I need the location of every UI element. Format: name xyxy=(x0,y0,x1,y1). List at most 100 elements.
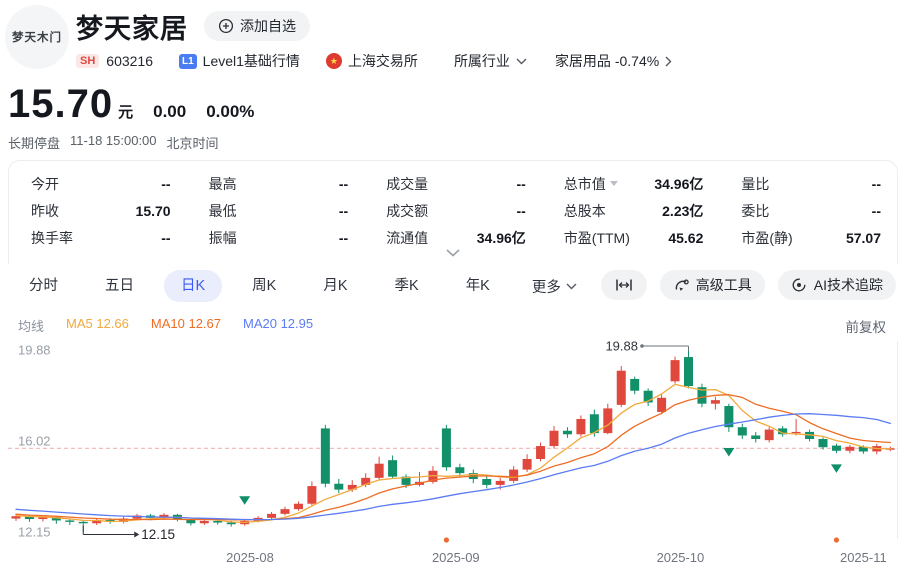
candlestick-chart[interactable]: 19.88 16.02 12.15 19.88 12.15 2025-08 2025-09 2… xyxy=(8,333,900,575)
stat-label: 量比 xyxy=(741,175,770,192)
current-price: 15.70 xyxy=(8,82,114,126)
stat-label: 换手率 xyxy=(31,229,73,246)
advanced-tools-button[interactable]: 高级工具 xyxy=(659,270,765,300)
more-periods-button[interactable]: 更多 xyxy=(532,276,577,297)
candle-body xyxy=(24,516,34,520)
candle-body xyxy=(347,484,357,490)
market-badge: SH xyxy=(76,54,100,68)
candle-body xyxy=(92,519,102,524)
y-axis-label: 12.15 xyxy=(18,524,51,539)
stat-label: 市盈(静) xyxy=(741,229,793,246)
ma-legend-title: 均线 xyxy=(18,319,45,334)
price-change: 0.00 xyxy=(153,102,187,121)
stat-value: 45.62 xyxy=(668,229,704,246)
candle-body xyxy=(199,520,209,524)
candle-body xyxy=(38,517,48,520)
tab-月K[interactable]: 月K xyxy=(323,278,348,294)
stock-name: 梦天家居 xyxy=(76,13,188,44)
signal-triangle-icon xyxy=(830,464,842,473)
stat-label: 总股本 xyxy=(563,202,606,219)
ma5-line xyxy=(15,383,891,524)
candle-body xyxy=(684,357,693,387)
quote-time: 11-18 15:00:00 xyxy=(70,133,157,148)
ma20-legend: MA20 12.95 xyxy=(243,316,314,331)
candle-body xyxy=(361,477,371,485)
candle-body xyxy=(320,428,330,484)
high-annotation-dot xyxy=(640,344,644,348)
y-axis-label: 16.02 xyxy=(18,433,51,448)
logo-text: 梦天木门 xyxy=(12,32,62,44)
low-annotation-label: 12.15 xyxy=(141,527,175,542)
candle-body xyxy=(482,479,492,485)
candle-body xyxy=(831,445,841,451)
stat-换手率: 换手率 -- xyxy=(9,224,187,251)
stat-label: 流通值 xyxy=(386,229,429,246)
exchange-name: 上海交易所 xyxy=(347,53,418,69)
candle-body xyxy=(119,518,129,522)
tab-分时[interactable]: 分时 xyxy=(29,278,58,294)
ai-target-icon xyxy=(791,277,807,293)
candle-body xyxy=(455,467,465,474)
candle-body xyxy=(267,513,277,518)
stat-委比: 委比 -- xyxy=(719,197,897,224)
candle-body xyxy=(65,520,75,522)
chevron-right-icon xyxy=(665,56,672,67)
stat-流通值: 流通值 34.96亿 xyxy=(364,224,542,251)
collapse-stats-button[interactable] xyxy=(438,244,468,262)
stat-value: -- xyxy=(161,175,171,192)
stat-昨收: 昨收 15.70 xyxy=(9,197,187,224)
ma10-legend: MA10 12.67 xyxy=(150,316,221,331)
stat-label: 最高 xyxy=(208,175,237,192)
signal-triangle-icon xyxy=(723,447,735,457)
candle-body xyxy=(280,509,290,514)
tab-五日[interactable]: 五日 xyxy=(105,278,134,294)
candle-body xyxy=(428,470,438,482)
candle-body xyxy=(334,483,344,490)
stat-总股本: 总股本 2.23亿 xyxy=(542,197,720,224)
stat-最高: 最高 -- xyxy=(187,170,365,197)
candle-body xyxy=(549,430,559,447)
quote-block: 15.70 元 0.00 0.00% 长期停盘 11-18 15:00:00 北… xyxy=(8,82,254,152)
plus-circle-icon xyxy=(218,18,234,34)
candle-body xyxy=(710,400,720,404)
low-annotation-arrow xyxy=(134,531,140,538)
candle-body xyxy=(818,438,828,448)
adjust-mode-toggle[interactable]: 前复权 xyxy=(845,320,887,335)
candle-body xyxy=(307,486,317,504)
company-logo: 梦天木门 xyxy=(5,5,69,69)
industry-dropdown[interactable]: 所属行业 xyxy=(454,51,527,71)
industry-link[interactable]: 家居用品 -0.74% xyxy=(555,51,672,71)
stat-value: 15.70 xyxy=(135,202,171,219)
stat-value: 57.07 xyxy=(845,229,881,246)
stat-成交额: 成交额 -- xyxy=(364,197,542,224)
stat-label: 今开 xyxy=(31,175,59,192)
level-text: Level1基础行情 xyxy=(202,53,300,69)
stat-value: 34.96亿 xyxy=(476,229,526,246)
candle-body xyxy=(159,514,169,518)
stat-最低: 最低 -- xyxy=(187,197,365,224)
chart-tabs-bar: 分时 五日 日K 周K 月K 季K 年K 更多 高级工具 AI技术追踪 xyxy=(0,268,906,304)
fit-range-button[interactable] xyxy=(600,270,647,300)
stat-总市值: 总市值 34.96亿 xyxy=(542,170,720,197)
candle-body xyxy=(495,480,505,485)
stat-市盈(静): 市盈(静) 57.07 xyxy=(719,224,897,251)
more-label: 更多 xyxy=(531,279,561,296)
tab-周K[interactable]: 周K xyxy=(252,278,277,294)
stat-label: 委比 xyxy=(741,202,770,219)
add-watchlist-button[interactable]: 添加自选 xyxy=(204,11,310,41)
ai-tracking-button[interactable]: AI技术追踪 xyxy=(777,270,896,300)
tab-季K[interactable]: 季K xyxy=(394,278,419,294)
tab-年K[interactable]: 年K xyxy=(465,278,490,294)
candle-body xyxy=(388,460,398,477)
stat-value: -- xyxy=(516,202,526,219)
candle-body xyxy=(213,520,223,523)
tab-日K[interactable]: 日K xyxy=(164,270,223,302)
advanced-tools-label: 高级工具 xyxy=(695,277,752,293)
stat-label: 振幅 xyxy=(208,229,237,246)
x-axis-label: 2025-09 xyxy=(432,550,480,565)
price-change-pct: 0.00% xyxy=(206,102,255,121)
stat-value: -- xyxy=(516,175,526,192)
stat-label: 成交额 xyxy=(386,202,429,219)
chevron-down-icon xyxy=(446,249,460,257)
